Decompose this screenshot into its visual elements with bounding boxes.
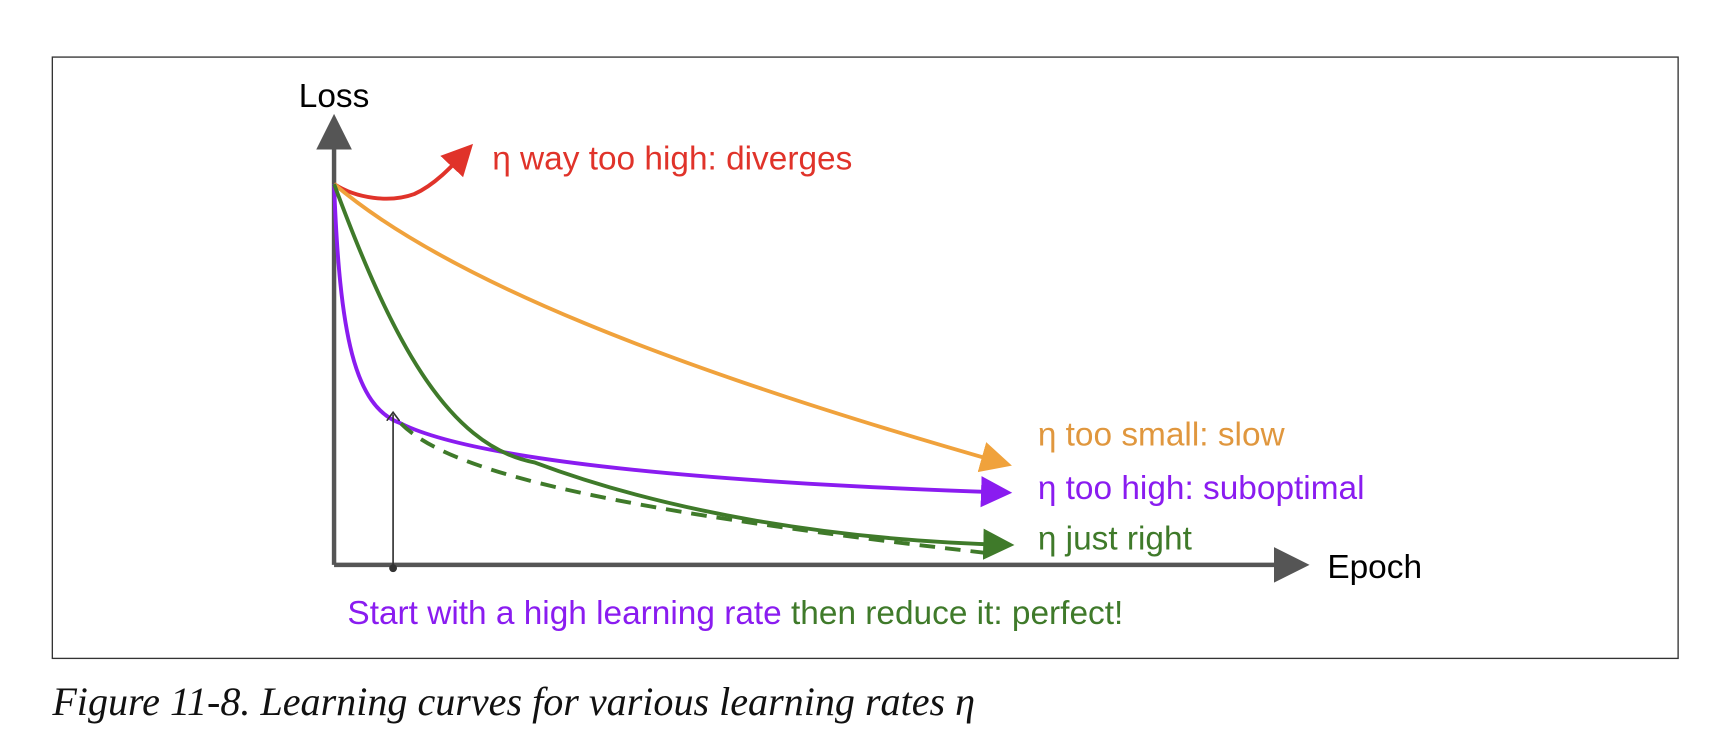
curve-slow — [332, 182, 1012, 473]
label-slow: η too small: slow — [1038, 417, 1286, 454]
caption: Figure 11-8. Learning curves for various… — [51, 679, 975, 724]
label-suboptimal: η too high: suboptimal — [1038, 470, 1365, 507]
frame — [51, 56, 1679, 660]
curve-just-right — [332, 183, 1015, 560]
label-diverges: η way too high: diverges — [492, 141, 852, 178]
label-just-right: η just right — [1038, 520, 1193, 557]
curve-diverges — [333, 143, 474, 201]
note-part2: then reduce it: perfect! — [782, 595, 1124, 632]
x-axis-label: Epoch — [1327, 549, 1422, 586]
y-axis-label: Loss — [299, 78, 370, 115]
switch-point — [389, 564, 397, 573]
note-part1: Start with a high learning rate — [347, 595, 781, 632]
curve-suboptimal — [332, 183, 1013, 508]
curve-perfect — [399, 422, 994, 556]
note: Start with a high learning rate then red… — [347, 595, 1123, 632]
